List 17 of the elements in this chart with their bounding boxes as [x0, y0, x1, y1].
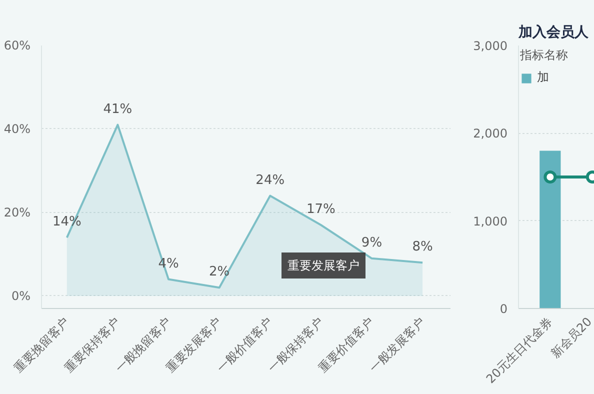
y-tick-label: 0: [500, 302, 508, 316]
legend-label: 加: [537, 69, 550, 86]
y-tick-label: 3,000: [473, 39, 508, 53]
y-tick-label: 2,000: [473, 126, 508, 141]
y-tick-label: 20%: [4, 205, 30, 220]
text: 41%: [103, 102, 132, 117]
text: 24%: [256, 172, 285, 188]
text: 9%: [361, 235, 382, 250]
annotation: 重要发展客户: [288, 258, 360, 272]
y-tick-label: 1,000: [473, 214, 508, 228]
chart-title: 加入会员人: [518, 24, 590, 40]
y-tick-label: 40%: [4, 122, 30, 136]
y-tick-label: 0%: [11, 288, 31, 303]
legend-title: 指标名称: [520, 47, 568, 64]
text: 8%: [412, 240, 433, 255]
text: 17%: [306, 202, 336, 218]
y-tick-label: 60%: [4, 38, 30, 52]
